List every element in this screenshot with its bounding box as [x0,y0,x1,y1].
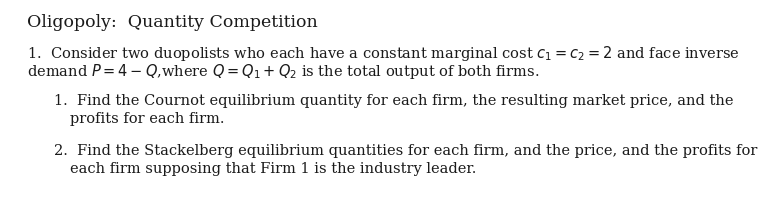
Text: 1.  Consider two duopolists who each have a constant marginal cost $c_1 = c_2 = : 1. Consider two duopolists who each have… [27,44,740,63]
Text: demand $P = 4 - Q$,where $Q = Q_1 + Q_2$ is the total output of both firms.: demand $P = 4 - Q$,where $Q = Q_1 + Q_2$… [27,62,539,81]
Text: profits for each firm.: profits for each firm. [70,112,224,126]
Text: each firm supposing that Firm 1 is the industry leader.: each firm supposing that Firm 1 is the i… [70,162,476,176]
Text: 2.  Find the Stackelberg equilibrium quantities for each firm, and the price, an: 2. Find the Stackelberg equilibrium quan… [54,144,757,158]
Text: Oligopoly:  Quantity Competition: Oligopoly: Quantity Competition [27,14,318,31]
Text: 1.  Find the Cournot equilibrium quantity for each firm, the resulting market pr: 1. Find the Cournot equilibrium quantity… [54,94,733,108]
